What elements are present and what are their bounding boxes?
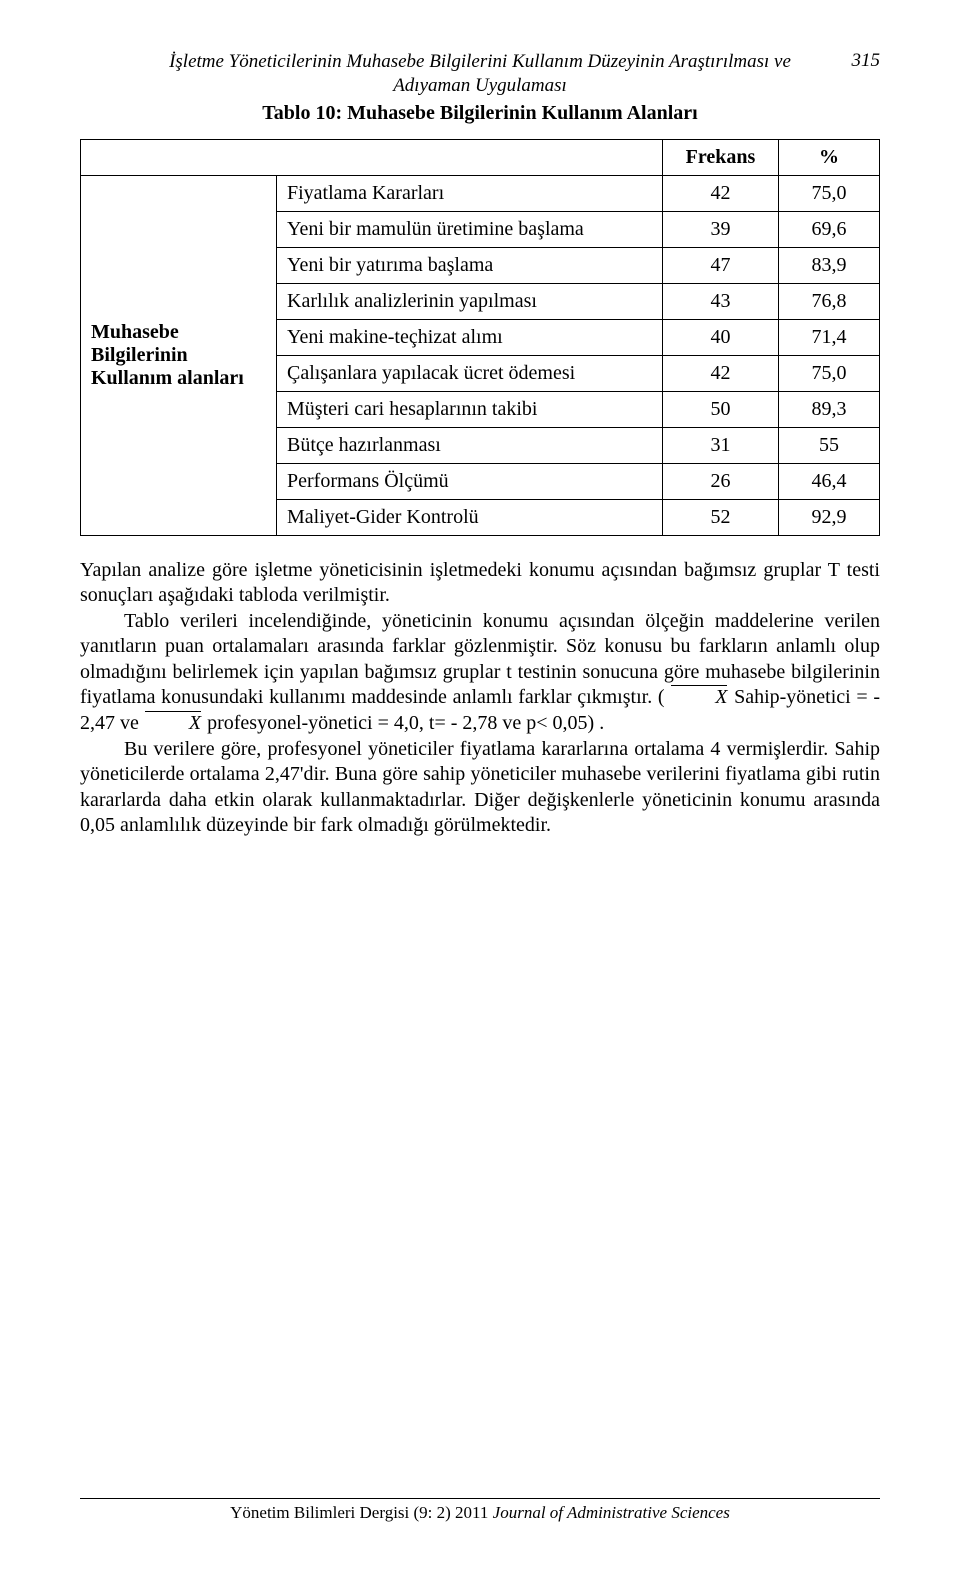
- metric-label: Müşteri cari hesaplarının takibi: [277, 391, 663, 427]
- metric-label: Maliyet-Gider Kontrolü: [277, 499, 663, 535]
- metric-label: Çalışanlara yapılacak ücret ödemesi: [277, 355, 663, 391]
- metric-pct: 92,9: [779, 499, 880, 535]
- paragraph-3: Bu verilere göre, profesyonel yöneticile…: [80, 737, 880, 839]
- metric-label: Yeni bir yatırıma başlama: [277, 247, 663, 283]
- running-header-line-2: Adıyaman Uygulaması: [80, 74, 880, 98]
- metric-pct: 76,8: [779, 283, 880, 319]
- metric-label: Yeni bir mamulün üretimine başlama: [277, 211, 663, 247]
- metric-pct: 69,6: [779, 211, 880, 247]
- footer-rule: [80, 1498, 880, 1499]
- metric-label: Fiyatlama Kararları: [277, 175, 663, 211]
- metric-pct: 83,9: [779, 247, 880, 283]
- metric-label: Bütçe hazırlanması: [277, 427, 663, 463]
- table-row: Muhasebe Bilgilerinin Kullanım alanları …: [81, 175, 880, 211]
- col-header-frekans: Frekans: [663, 139, 779, 175]
- table-caption: Tablo 10: Muhasebe Bilgilerinin Kullanım…: [80, 102, 880, 125]
- footer-journal-italic: Journal of Administrative Sciences: [493, 1503, 730, 1522]
- metric-freq: 42: [663, 355, 779, 391]
- metric-freq: 39: [663, 211, 779, 247]
- paragraph-1: Yapılan analize göre işletme yöneticisin…: [80, 558, 880, 609]
- metric-freq: 31: [663, 427, 779, 463]
- usage-areas-table: Frekans % Muhasebe Bilgilerinin Kullanım…: [80, 139, 880, 536]
- page-footer: Yönetim Bilimleri Dergisi (9: 2) 2011 Jo…: [80, 1498, 880, 1523]
- metric-label: Karlılık analizlerinin yapılması: [277, 283, 663, 319]
- row-group-label: Muhasebe Bilgilerinin Kullanım alanları: [81, 175, 277, 535]
- metric-pct: 55: [779, 427, 880, 463]
- p2-seg-c: profesyonel-yönetici = 4,0, t= - 2,78 ve…: [202, 712, 604, 734]
- paragraph-2: Tablo verileri incelendiğinde, yöneticin…: [80, 609, 880, 737]
- metric-freq: 50: [663, 391, 779, 427]
- footer-journal-plain: Yönetim Bilimleri Dergisi (9: 2) 2011: [230, 1503, 493, 1522]
- metric-freq: 52: [663, 499, 779, 535]
- metric-pct: 75,0: [779, 175, 880, 211]
- metric-freq: 26: [663, 463, 779, 499]
- metric-pct: 46,4: [779, 463, 880, 499]
- running-header-line-1: İşletme Yöneticilerinin Muhasebe Bilgile…: [80, 50, 880, 74]
- body-text-block: Yapılan analize göre işletme yöneticisin…: [80, 558, 880, 840]
- metric-freq: 40: [663, 319, 779, 355]
- x-bar-symbol: X: [670, 685, 728, 711]
- metric-freq: 42: [663, 175, 779, 211]
- col-header-percent: %: [779, 139, 880, 175]
- metric-label: Performans Ölçümü: [277, 463, 663, 499]
- metric-freq: 47: [663, 247, 779, 283]
- metric-pct: 75,0: [779, 355, 880, 391]
- table-empty-corner: [81, 139, 663, 175]
- table-header-row: Frekans %: [81, 139, 880, 175]
- metric-freq: 43: [663, 283, 779, 319]
- metric-pct: 71,4: [779, 319, 880, 355]
- metric-pct: 89,3: [779, 391, 880, 427]
- x-bar-symbol: X: [144, 711, 202, 737]
- metric-label: Yeni makine-teçhizat alımı: [277, 319, 663, 355]
